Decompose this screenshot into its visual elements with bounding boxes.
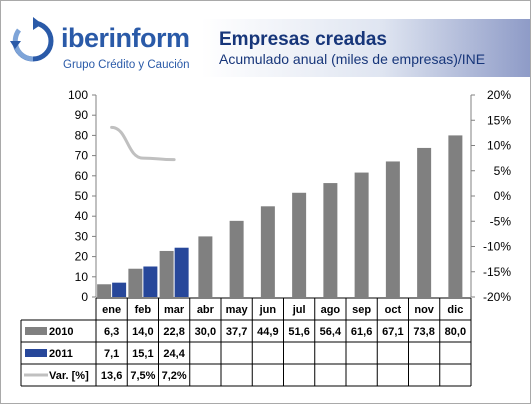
left-tick-label: 60 bbox=[75, 169, 89, 183]
data-label: 7,1 bbox=[104, 348, 119, 360]
right-tick-label: -20% bbox=[483, 290, 511, 304]
data-label: 13,6 bbox=[101, 370, 122, 382]
data-label: 14,0 bbox=[132, 326, 153, 338]
logo-arrows-icon bbox=[10, 17, 54, 62]
bar-2011 bbox=[112, 282, 127, 297]
right-tick-label: 0% bbox=[494, 189, 512, 203]
category-label: feb bbox=[135, 304, 152, 316]
bar-2010 bbox=[229, 220, 244, 297]
left-tick-label: 50 bbox=[75, 189, 89, 203]
header-band bbox=[201, 19, 530, 77]
right-tick-label: 15% bbox=[487, 113, 511, 127]
category-label: sep bbox=[352, 304, 371, 316]
data-label: 7,5% bbox=[130, 370, 155, 382]
category-label: jun bbox=[259, 304, 277, 316]
legend-key-2010 bbox=[25, 327, 47, 335]
category-label: oct bbox=[385, 304, 402, 316]
data-label: 56,4 bbox=[320, 326, 342, 338]
left-tick-label: 80 bbox=[75, 128, 89, 142]
logo-wordmark: iberinform bbox=[61, 23, 190, 53]
category-label: may bbox=[226, 304, 249, 316]
chart-title: Empresas creadas bbox=[219, 29, 387, 50]
legend-key-2011 bbox=[25, 349, 47, 357]
bar-2010 bbox=[159, 250, 174, 297]
data-label: 67,1 bbox=[382, 326, 403, 338]
bar-2010 bbox=[198, 236, 213, 297]
category-label: abr bbox=[197, 304, 215, 316]
right-tick-label: -10% bbox=[483, 240, 511, 254]
left-tick-label: 10 bbox=[75, 270, 89, 284]
bar-2010 bbox=[260, 206, 275, 297]
bar-2010 bbox=[417, 147, 432, 297]
bar-2010 bbox=[97, 284, 112, 297]
category-label: mar bbox=[164, 304, 185, 316]
legend-label: Var. [%] bbox=[49, 370, 89, 382]
right-tick-label: 10% bbox=[487, 139, 511, 153]
left-tick-label: 70 bbox=[75, 149, 89, 163]
right-tick-label: 20% bbox=[487, 88, 511, 102]
data-label: 44,9 bbox=[257, 326, 278, 338]
data-label: 51,6 bbox=[288, 326, 309, 338]
right-tick-label: -5% bbox=[490, 214, 512, 228]
left-tick-label: 40 bbox=[75, 209, 89, 223]
chart-subtitle: Acumulado anual (miles de empresas)/INE bbox=[219, 51, 486, 67]
data-label: 37,7 bbox=[226, 326, 247, 338]
category-label: ago bbox=[321, 304, 341, 316]
logo: iberinform Grupo Crédito y Caución bbox=[9, 15, 209, 77]
bar-2010 bbox=[448, 135, 463, 297]
data-label: 73,8 bbox=[413, 326, 434, 338]
data-label: 22,8 bbox=[163, 326, 184, 338]
category-label: jul bbox=[292, 304, 306, 316]
bar-2011 bbox=[143, 266, 158, 297]
data-label: 6,3 bbox=[104, 326, 119, 338]
data-label: 30,0 bbox=[195, 326, 216, 338]
data-label: 24,4 bbox=[163, 348, 185, 360]
bar-2011 bbox=[174, 247, 189, 297]
bar-2010 bbox=[323, 183, 338, 297]
right-tick-label: 5% bbox=[494, 164, 512, 178]
data-label: 7,2% bbox=[162, 370, 187, 382]
logo-subtitle: Grupo Crédito y Caución bbox=[63, 59, 190, 71]
bar-2010 bbox=[385, 161, 400, 297]
bar-2010 bbox=[292, 192, 307, 297]
right-tick-label: -15% bbox=[483, 265, 511, 279]
left-tick-label: 0 bbox=[81, 290, 88, 304]
bar-2010 bbox=[128, 268, 143, 297]
left-tick-label: 30 bbox=[75, 229, 89, 243]
bar-2010 bbox=[354, 172, 369, 297]
left-tick-label: 90 bbox=[75, 108, 89, 122]
legend-label: 2010 bbox=[49, 326, 73, 338]
legend-label: 2011 bbox=[49, 348, 73, 360]
left-tick-label: 20 bbox=[75, 250, 89, 264]
category-label: nov bbox=[414, 304, 434, 316]
data-label: 80,0 bbox=[445, 326, 466, 338]
data-label: 61,6 bbox=[351, 326, 372, 338]
data-label: 15,1 bbox=[132, 348, 153, 360]
category-label: ene bbox=[102, 304, 121, 316]
category-label: dic bbox=[447, 304, 463, 316]
left-tick-label: 100 bbox=[68, 88, 88, 102]
line-var bbox=[110, 125, 176, 162]
